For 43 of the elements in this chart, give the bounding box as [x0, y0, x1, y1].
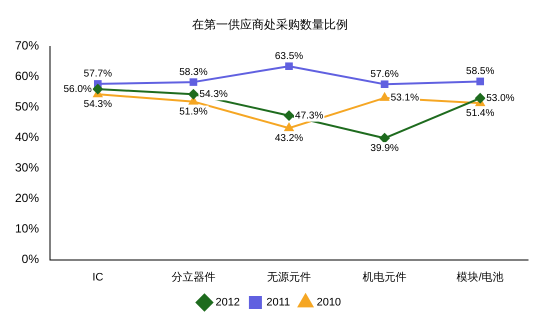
- point: [476, 78, 484, 86]
- data-label: 47.3%: [295, 110, 324, 122]
- point: [285, 62, 293, 70]
- y-tick-label: 40%: [14, 130, 40, 144]
- x-tick-label: 模块/电池: [456, 270, 504, 284]
- data-label: 58.5%: [466, 66, 494, 78]
- data-label: 39.9%: [370, 142, 399, 154]
- point: [92, 84, 103, 94]
- x-tick-label: 分立器件: [171, 270, 216, 284]
- point: [475, 93, 486, 104]
- data-label: 51.9%: [179, 106, 208, 118]
- y-tick-label: 10%: [14, 222, 40, 236]
- data-label: 63.5%: [274, 50, 304, 62]
- data-label: 51.4%: [466, 108, 494, 119]
- x-tick-label: IC: [92, 271, 104, 284]
- data-label: 58.3%: [179, 66, 208, 78]
- y-tick-label: 20%: [14, 191, 40, 206]
- x-tick-label: 无源元件: [267, 271, 312, 284]
- legend-label: 2012: [215, 296, 240, 309]
- data-label: 54.3%: [84, 99, 112, 110]
- data-label: 53.1%: [390, 92, 420, 104]
- point: [380, 80, 388, 88]
- point: [284, 110, 294, 121]
- point: [188, 89, 198, 100]
- legend-label: 2010: [316, 296, 342, 309]
- point: [190, 78, 198, 86]
- point: [380, 92, 390, 101]
- data-label: 56.0%: [63, 84, 92, 95]
- x-tick-label: 机电元件: [362, 270, 407, 284]
- y-tick-label: 30%: [14, 160, 40, 175]
- point: [284, 123, 294, 132]
- data-label: 54.3%: [199, 89, 228, 100]
- data-label: 53.0%: [486, 92, 515, 104]
- y-tick-label: 50%: [14, 100, 40, 114]
- y-tick-label: 60%: [14, 69, 40, 84]
- legend-label: 2011: [266, 296, 290, 309]
- point: [380, 133, 390, 144]
- data-label: 57.7%: [84, 68, 112, 80]
- data-label: 57.6%: [370, 68, 399, 80]
- chart-title: 在第一供应商处采购数量比例: [192, 18, 348, 32]
- data-label: 43.2%: [274, 132, 304, 144]
- y-tick-label: 70%: [14, 38, 40, 53]
- y-tick-label: 0%: [22, 252, 40, 266]
